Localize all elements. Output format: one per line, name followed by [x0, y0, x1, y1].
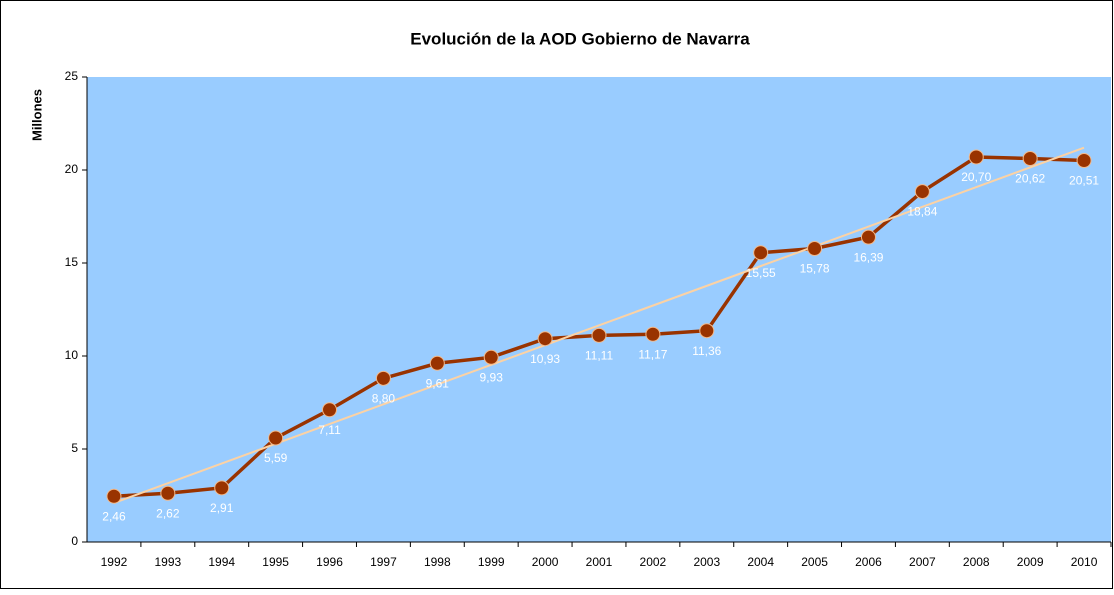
- x-tick-label: 1992: [101, 555, 128, 569]
- data-label: 11,17: [638, 347, 667, 361]
- x-tick-label: 1994: [208, 555, 235, 569]
- data-point: [375, 370, 391, 386]
- x-tick-label: 2010: [1071, 555, 1098, 569]
- y-tick-label: 25: [65, 69, 79, 83]
- data-point: [699, 323, 715, 339]
- data-point: [537, 331, 553, 347]
- data-label: 8,80: [372, 391, 396, 405]
- data-label: 2,46: [102, 509, 126, 523]
- x-tick-label: 1993: [154, 555, 181, 569]
- x-tick-label: 2004: [747, 555, 774, 569]
- data-point: [214, 480, 230, 496]
- data-point: [1022, 150, 1038, 166]
- x-tick-label: 2008: [963, 555, 990, 569]
- y-tick-label: 10: [65, 348, 79, 362]
- data-point: [429, 355, 445, 371]
- data-label: 11,11: [585, 349, 614, 363]
- data-point: [968, 149, 984, 165]
- y-tick-label: 5: [71, 441, 78, 455]
- y-tick-label: 0: [71, 534, 78, 548]
- x-tick-label: 2009: [1017, 555, 1044, 569]
- data-label: 20,51: [1069, 174, 1099, 188]
- x-tick-label: 2007: [909, 555, 936, 569]
- x-tick-label: 2002: [640, 555, 667, 569]
- data-label: 15,78: [800, 262, 830, 276]
- data-label: 5,59: [264, 451, 288, 465]
- data-point: [807, 240, 823, 256]
- data-point: [268, 430, 284, 446]
- data-point: [106, 488, 122, 504]
- data-label: 18,84: [907, 205, 937, 219]
- x-tick-label: 2001: [586, 555, 613, 569]
- data-label: 11,36: [692, 344, 721, 358]
- x-tick-label: 1998: [424, 555, 451, 569]
- x-tick-label: 1996: [316, 555, 343, 569]
- x-tick-label: 2005: [801, 555, 828, 569]
- chart-title: Evolución de la AOD Gobierno de Navarra: [410, 29, 750, 48]
- data-point: [753, 245, 769, 261]
- data-point: [483, 349, 499, 365]
- data-point: [591, 327, 607, 343]
- plot-area: [87, 77, 1111, 542]
- data-label: 9,93: [480, 370, 504, 384]
- y-axis-label: Millones: [29, 89, 44, 141]
- data-point: [322, 402, 338, 418]
- x-tick-label: 2003: [693, 555, 720, 569]
- data-point: [1076, 153, 1092, 169]
- data-point: [860, 229, 876, 245]
- data-label: 7,11: [318, 423, 341, 437]
- data-label: 20,62: [1015, 172, 1045, 186]
- data-label: 15,55: [746, 266, 776, 280]
- x-tick-label: 1999: [478, 555, 505, 569]
- data-point: [914, 184, 930, 200]
- data-label: 9,61: [426, 376, 450, 390]
- x-tick-label: 1997: [370, 555, 397, 569]
- data-point: [160, 485, 176, 501]
- x-tick-label: 1995: [262, 555, 289, 569]
- data-label: 2,62: [156, 506, 180, 520]
- x-tick-label: 2000: [532, 555, 559, 569]
- data-label: 16,39: [853, 250, 883, 264]
- data-label: 2,91: [210, 501, 234, 515]
- x-tick-label: 2006: [855, 555, 882, 569]
- data-label: 10,93: [530, 352, 560, 366]
- data-label: 20,70: [961, 170, 991, 184]
- y-tick-label: 20: [65, 162, 79, 176]
- data-point: [645, 326, 661, 342]
- y-tick-label: 15: [65, 255, 79, 269]
